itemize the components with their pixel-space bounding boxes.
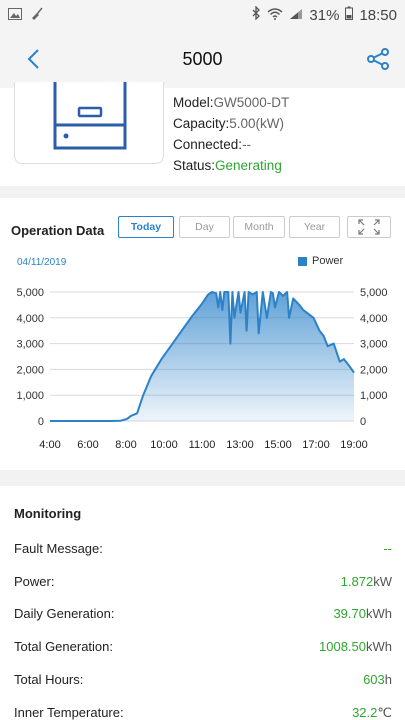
y-tick-label-right: 4,000 <box>360 313 388 325</box>
monitoring-value-wrap: 603h <box>363 672 392 687</box>
capacity-value: 5.00(kW) <box>229 116 285 131</box>
y-tick-label-left: 2,000 <box>16 364 44 376</box>
y-tick-label-left: 4,000 <box>16 313 44 325</box>
monitoring-row: Fault Message: -- <box>14 541 392 556</box>
tab-year[interactable]: Year <box>289 216 340 238</box>
monitoring-value: 32.2 <box>352 704 378 720</box>
y-tick-label-right: 1,000 <box>360 390 388 402</box>
x-tick-label: 6:00 <box>77 439 98 451</box>
model-line: Model:GW5000-DT <box>173 95 290 110</box>
monitoring-value: 603 <box>363 671 385 687</box>
monitoring-label: Power: <box>14 573 55 589</box>
y-tick-label-left: 5,000 <box>16 287 44 299</box>
monitoring-card: Monitoring Fault Message: -- Power: 1.872kW… <box>0 486 405 720</box>
x-tick-label: 19:00 <box>340 439 368 451</box>
monitoring-unit: kWh <box>366 639 392 655</box>
monitoring-row: Inner Temperature: 32.2℃ <box>14 705 392 720</box>
device-info: Model:GW5000-DT Capacity:5.00(kW) Connec… <box>173 92 289 176</box>
y-tick-label-right: 3,000 <box>360 339 388 351</box>
model-value: GW5000-DT <box>213 95 290 110</box>
clock: 18:50 <box>359 6 397 24</box>
monitoring-unit: h <box>384 671 392 687</box>
y-tick-label-left: 0 <box>38 416 44 428</box>
monitoring-row: Power: 1.872kW <box>14 574 392 589</box>
fullscreen-button[interactable] <box>347 216 391 238</box>
operation-data-card: Operation Data Today Day Month Year 04/1… <box>0 198 405 470</box>
inverter-icon <box>53 82 127 150</box>
monitoring-unit: kWh <box>366 606 392 622</box>
tab-month[interactable]: Month <box>233 216 285 238</box>
y-tick-label-left: 1,000 <box>16 390 44 402</box>
page-title: 5000 <box>182 48 223 69</box>
monitoring-title: Monitoring <box>14 506 82 521</box>
connected-value: -- <box>242 137 252 152</box>
expand-icon <box>358 219 380 235</box>
monitoring-value: 1008.50 <box>319 639 366 655</box>
legend-label: Power <box>312 255 344 267</box>
monitoring-label: Total Hours: <box>14 671 84 687</box>
image-icon <box>8 7 22 23</box>
monitoring-value: 39.70 <box>333 606 366 622</box>
tab-day[interactable]: Day <box>179 216 230 238</box>
app-bar: 5000 <box>0 30 405 88</box>
y-tick-label-right: 5,000 <box>360 287 388 299</box>
power-chart: 0 0 1,000 1,000 2,000 2,000 3,000 3,000 4,000 4,0… <box>16 287 388 451</box>
battery-icon <box>345 6 354 24</box>
legend-swatch <box>298 256 307 266</box>
back-button[interactable] <box>18 44 48 74</box>
chart-legend: Power <box>298 255 343 267</box>
x-tick-label: 17:00 <box>302 439 330 451</box>
battery-percent: 31% <box>309 6 340 24</box>
x-tick-label: 4:00 <box>39 439 60 451</box>
device-card: Model:GW5000-DT Capacity:5.00(kW) Connec… <box>0 82 405 186</box>
broom-icon <box>30 7 44 24</box>
monitoring-label: Fault Message: <box>14 541 103 556</box>
share-icon <box>367 48 389 70</box>
chart-date: 04/11/2019 <box>17 257 67 268</box>
capacity-line: Capacity:5.00(kW) <box>173 116 285 131</box>
x-tick-label: 11:00 <box>189 439 216 451</box>
y-tick-label-left: 3,000 <box>16 339 44 351</box>
wifi-icon <box>267 7 283 24</box>
monitoring-label: Inner Temperature: <box>14 704 124 720</box>
monitoring-label: Daily Generation: <box>14 606 115 622</box>
status-line: Status:Generating <box>173 158 282 173</box>
monitoring-value-wrap: 39.70kWh <box>333 606 392 621</box>
operation-title: Operation Data <box>11 223 105 238</box>
bluetooth-icon <box>251 5 261 24</box>
status-bar: 31% 18:50 <box>0 0 405 30</box>
monitoring-value-wrap: 1008.50kWh <box>319 639 392 654</box>
monitoring-unit: ℃ <box>377 704 392 720</box>
monitoring-value-wrap: 32.2℃ <box>352 705 392 720</box>
x-tick-label: 13:00 <box>226 439 254 451</box>
monitoring-row: Total Generation: 1008.50kWh <box>14 639 392 654</box>
y-tick-label-right: 0 <box>360 416 366 428</box>
connected-line: Connected:-- <box>173 137 252 152</box>
monitoring-row: Total Hours: 603h <box>14 672 392 687</box>
inverter-image <box>14 82 164 164</box>
x-tick-label: 15:00 <box>264 439 292 451</box>
chevron-left-icon <box>27 49 39 69</box>
x-tick-label: 8:00 <box>115 439 136 451</box>
tab-today[interactable]: Today <box>118 216 174 238</box>
monitoring-value-wrap: 1.872kW <box>341 574 392 589</box>
power-line <box>50 291 355 422</box>
power-area <box>50 292 354 421</box>
monitoring-value-wrap: -- <box>383 541 392 556</box>
monitoring-unit: kW <box>373 573 392 589</box>
share-button[interactable] <box>363 44 393 74</box>
signal-icon <box>289 7 303 24</box>
monitoring-value: 1.872 <box>340 573 374 589</box>
x-tick-label: 10:00 <box>150 439 178 451</box>
monitoring-value: -- <box>383 541 392 556</box>
status-value: Generating <box>215 158 282 173</box>
monitoring-label: Total Generation: <box>14 639 114 655</box>
y-tick-label-right: 2,000 <box>360 364 388 376</box>
monitoring-row: Daily Generation: 39.70kWh <box>14 606 392 621</box>
